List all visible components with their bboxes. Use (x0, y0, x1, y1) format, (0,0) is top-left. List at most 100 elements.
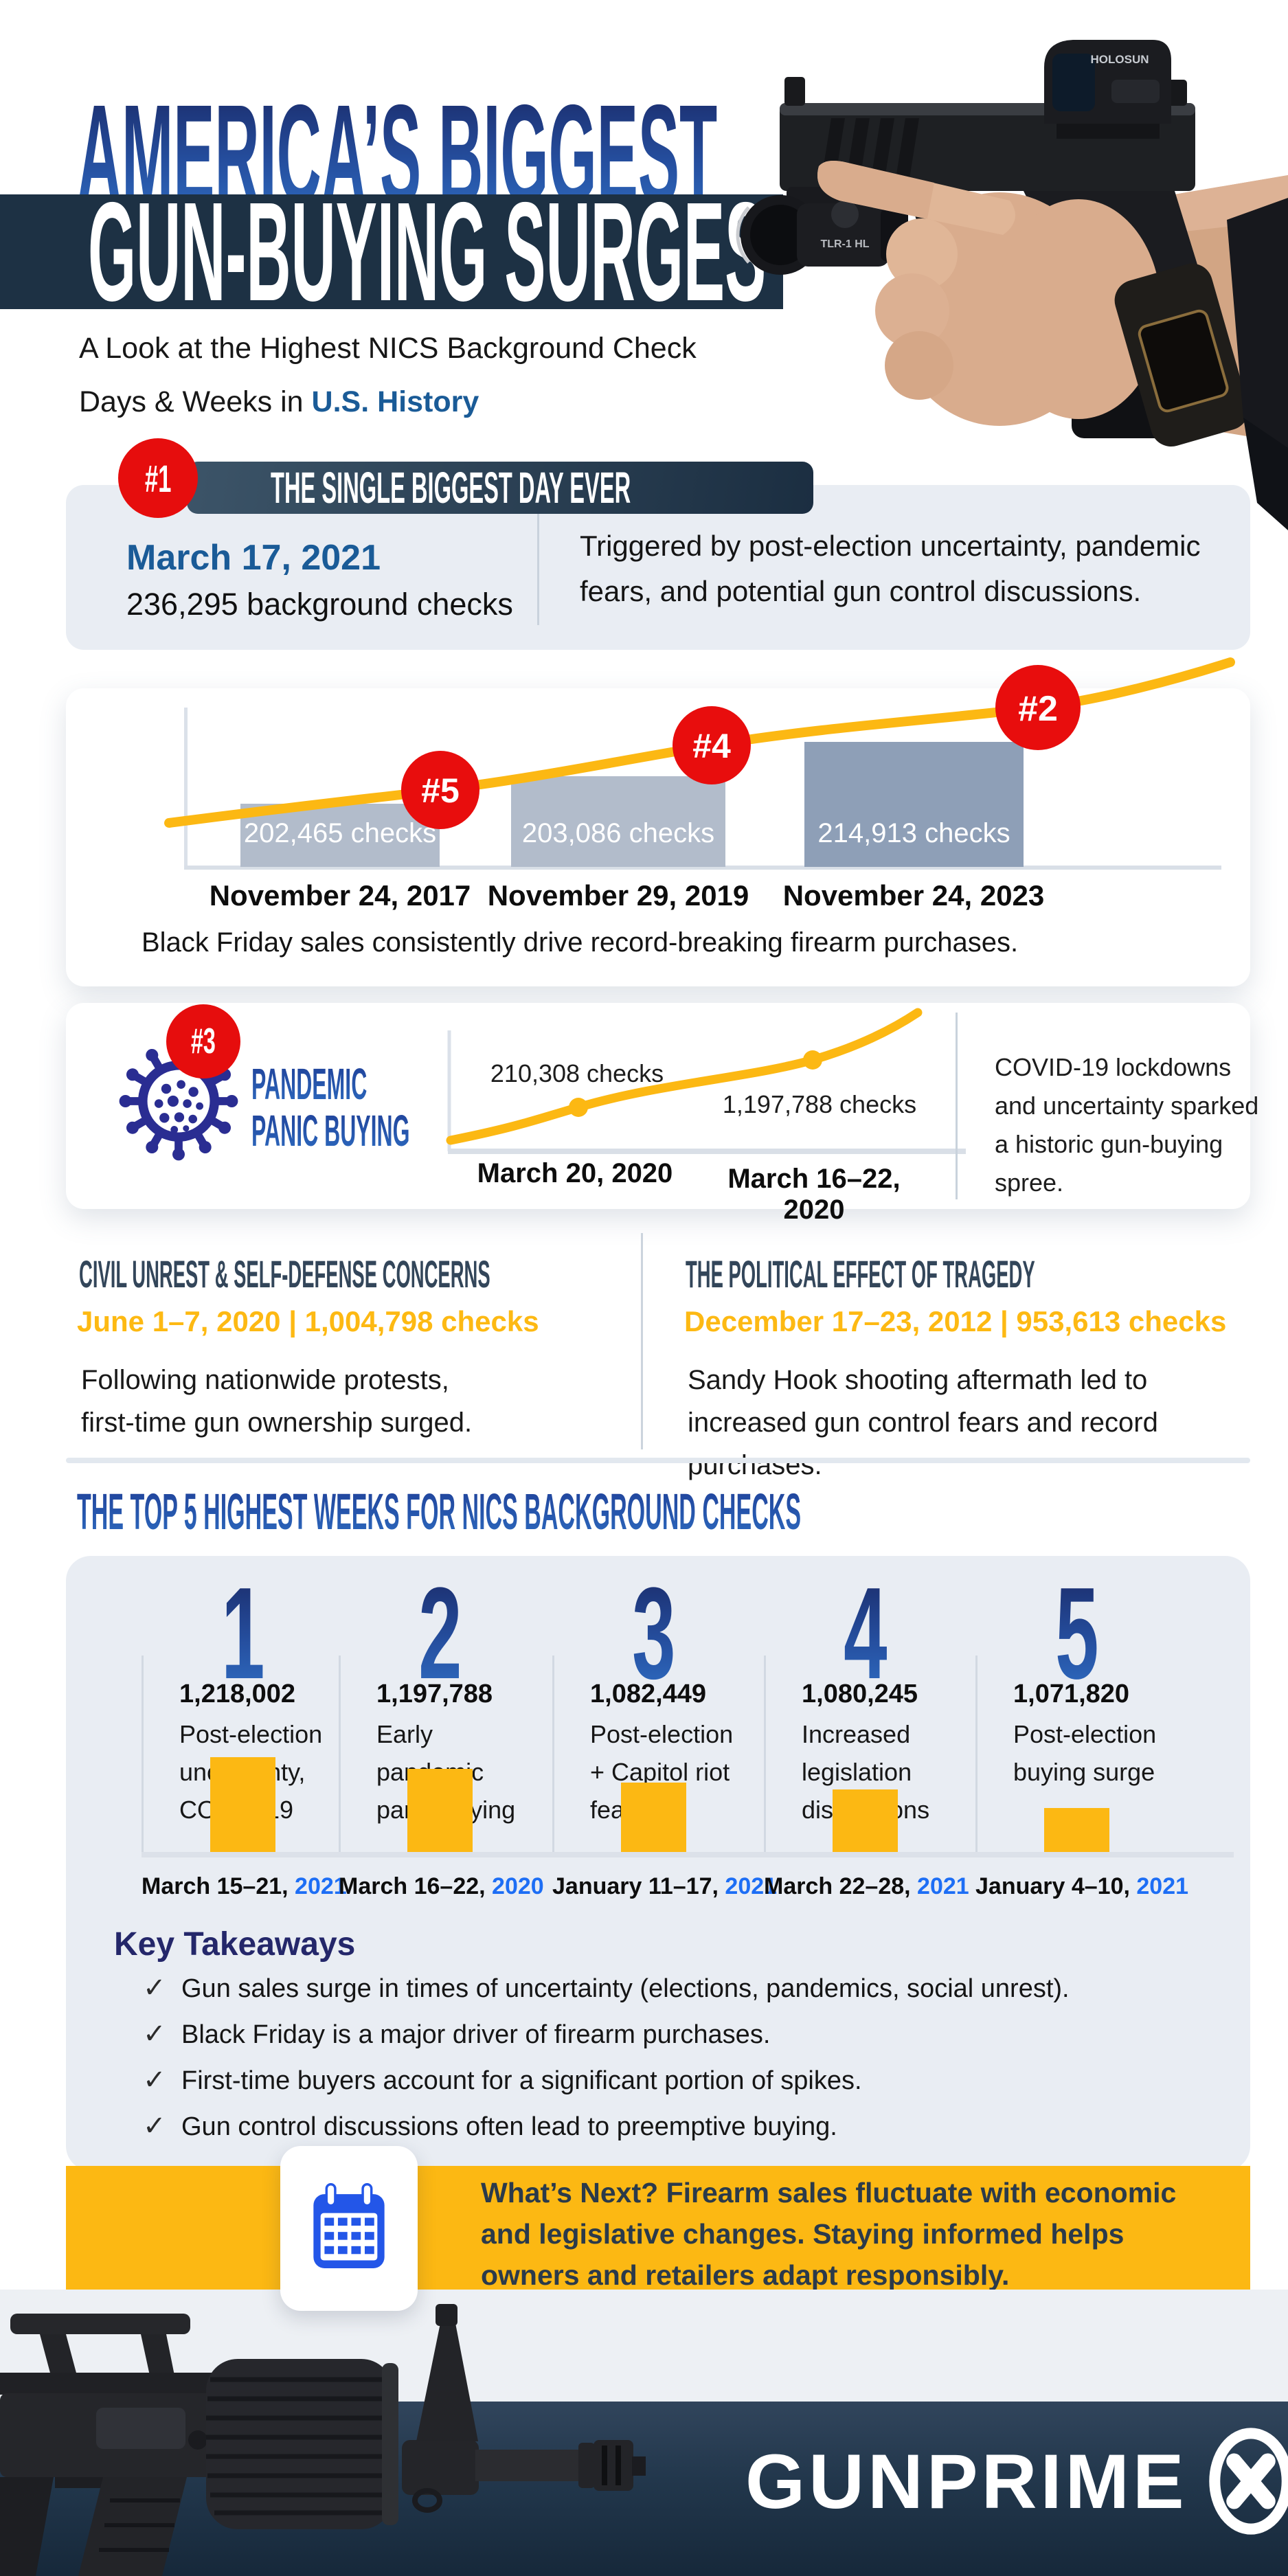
page-subtitle: A Look at the Highest NICS Background Ch… (79, 321, 697, 429)
week2-value: 1,197,788 (376, 1680, 493, 1708)
section-divider (66, 1458, 1250, 1463)
week1-bar (210, 1757, 275, 1852)
civil-unrest-body: Following nationwide protests, first-tim… (81, 1365, 473, 1438)
magazine (78, 2477, 187, 2576)
rank-number-2: 2 (418, 1561, 462, 1706)
week4-bar (833, 1789, 898, 1852)
ejection-port (96, 2408, 185, 2449)
optic-brand-label: HOLOSUN (1091, 53, 1149, 66)
carry-handle (0, 2314, 214, 2395)
pandemic-line-chart (446, 1008, 966, 1154)
point2-date: March 16–22, 2020 (727, 1164, 901, 1225)
check-icon: ✓ (143, 1973, 166, 2003)
rear-sight (1168, 80, 1187, 106)
whats-next-text: What’s Next? Firearm sales fluctuate wit… (481, 2177, 1177, 2291)
column-divider (641, 1233, 643, 1449)
subtitle-line1: A Look at the Highest NICS Background Ch… (79, 332, 697, 365)
week3-value: 1,082,449 (590, 1680, 707, 1708)
top5-card: 1 2 3 4 5 1,218,002 1,197,788 1,082,449 … (66, 1556, 1250, 2171)
chart-x-axis (142, 1852, 1234, 1857)
rank-badge-3: #3 (166, 1004, 240, 1078)
handguard-drum (206, 2359, 398, 2529)
week3-date: January 11–17, 2021 (552, 1873, 778, 1899)
front-sight (402, 2304, 479, 2513)
check-icon: ✓ (143, 2111, 166, 2141)
biggest-day-description: Triggered by post-election uncertainty, … (580, 530, 1201, 607)
week2-bar (407, 1769, 473, 1852)
wrist-wrap (1227, 198, 1288, 453)
check-icon: ✓ (143, 2019, 166, 2049)
tragedy-body: Sandy Hook shooting aftermath led to inc… (688, 1365, 1158, 1480)
forward-assist (188, 2430, 207, 2450)
page-title-line2: GUN-BUYING SURGES (88, 173, 767, 330)
week2-date: March 16–22, 2020 (339, 1873, 544, 1899)
barrel-muzzle (475, 2440, 646, 2491)
rank-badge-1: #1 (118, 438, 198, 518)
rank-number-4: 4 (843, 1561, 888, 1706)
vertical-divider (956, 1013, 958, 1199)
section-banner-title: THE SINGLE BIGGEST DAY EVER (271, 463, 631, 512)
trigger-guard (55, 2477, 106, 2488)
calendar-icon (313, 2183, 385, 2268)
week4-date: March 22–28, 2021 (764, 1873, 969, 1899)
black-friday-caption: Black Friday sales consistently drive re… (142, 927, 1019, 958)
week1-date: March 15–21, 2021 (142, 1873, 347, 1899)
takeaway-item: ✓ Black Friday is a major driver of firea… (143, 2019, 771, 2049)
shooting-hand (817, 161, 1161, 426)
point1-label: 210,308 checks (490, 1059, 664, 1087)
bar-2019: 203,086 checks (511, 776, 725, 867)
bar-2023: 214,913 checks (804, 742, 1024, 867)
bar-2017: 202,465 checks (240, 804, 440, 867)
brand-icon (1208, 2428, 1288, 2535)
pandemic-title: PANDEMIC PANIC BUYING (251, 1059, 410, 1155)
bar-2019-date: November 29, 2019 (487, 879, 749, 912)
data-point-week (803, 1050, 822, 1070)
week1-value: 1,218,002 (179, 1680, 296, 1708)
chart-x-axis (184, 866, 1221, 870)
pistol-grip (0, 2477, 54, 2576)
rank-number-1: 1 (221, 1561, 265, 1706)
pistol-photo-illustration: HOLOSUN TLR-1 HL (736, 40, 1288, 530)
pandemic-curve (446, 1008, 923, 1145)
virus-dots (154, 1080, 203, 1133)
subtitle-line2: Days & Weeks in U.S. History (79, 385, 479, 418)
tragedy-stat: December 17–23, 2012 | 953,613 checks (684, 1305, 1227, 1337)
civil-unrest-title: CIVIL UNREST & SELF-DEFENSE CONCERNS (79, 1252, 490, 1296)
smartwatch (1114, 263, 1249, 447)
column-divider (339, 1656, 341, 1855)
week5-bar (1044, 1808, 1109, 1852)
week3-desc: Post-election + Capitol riot fears (590, 1720, 734, 1824)
chart-y-axis (184, 708, 188, 868)
top5-title: THE TOP 5 HIGHEST WEEKS FOR NICS BACKGRO… (77, 1483, 802, 1540)
whats-next-banner (66, 2166, 1250, 2290)
point2-label: 1,197,788 checks (722, 1090, 917, 1118)
brand-logo: GUNPRIME (745, 2426, 1288, 2536)
wrist-strap-end (1243, 418, 1288, 530)
calendar-icon-card (280, 2146, 418, 2311)
hero-navy-band: GUN-BUYING SURGES (0, 181, 783, 322)
key-takeaways-title: Key Takeaways (114, 1926, 356, 1963)
week3-bar (621, 1783, 686, 1852)
bar-2017-date: November 24, 2017 (209, 879, 471, 912)
light-brand-label: TLR-1 HL (820, 238, 869, 250)
brand-name: GUNPRIME (745, 2438, 1188, 2524)
column-divider (142, 1656, 144, 1855)
pandemic-card: PANDEMIC PANIC BUYING 210,308 checks 1,1… (66, 1003, 1258, 1225)
rifle-photo-illustration (0, 2304, 646, 2576)
pandemic-description: COVID-19 lockdowns and uncertainty spark… (995, 1053, 1259, 1197)
black-friday-card: 202,465 checks 203,086 checks 214,913 ch… (66, 688, 1250, 986)
rank-number-5: 5 (1054, 1561, 1099, 1706)
column-divider (552, 1656, 554, 1855)
column-divider (975, 1656, 978, 1855)
red-dot-optic: HOLOSUN (1044, 40, 1171, 139)
column-divider (764, 1656, 766, 1855)
week5-date: January 4–10, 2021 (975, 1873, 1189, 1899)
vertical-divider (537, 511, 539, 625)
week5-desc: Post-election buying surge (1013, 1720, 1157, 1786)
point1-date: March 20, 2020 (477, 1158, 673, 1188)
week4-desc: Increased legislation discussions (802, 1720, 929, 1824)
week5-value: 1,071,820 (1013, 1680, 1130, 1708)
biggest-day-stat: 236,295 background checks (126, 587, 513, 622)
biggest-day-date: March 17, 2021 (126, 538, 381, 578)
